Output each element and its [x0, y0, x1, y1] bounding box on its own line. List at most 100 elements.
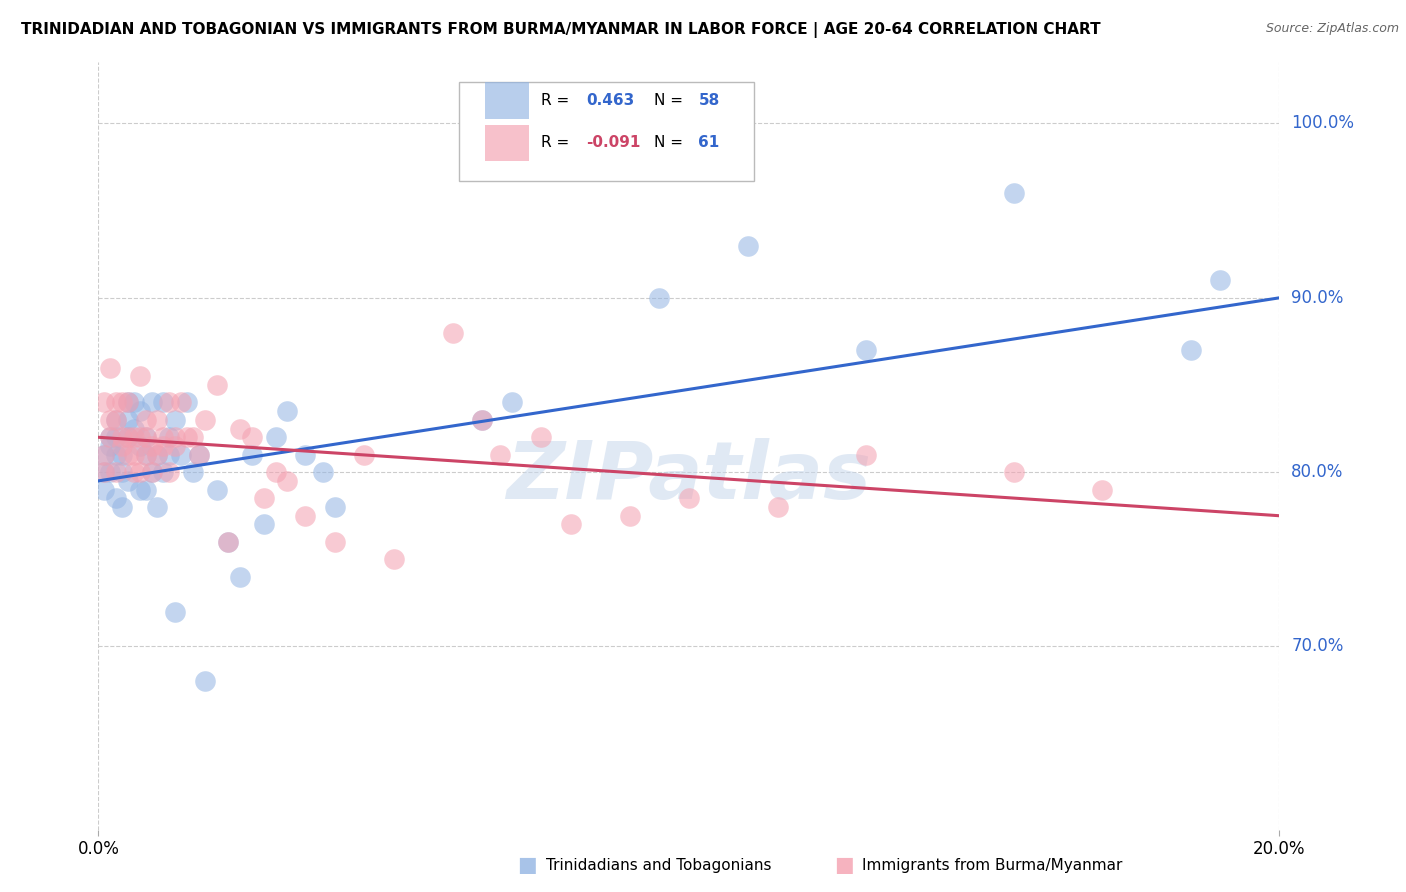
- Point: [152, 439, 174, 453]
- Text: Source: ZipAtlas.com: Source: ZipAtlas.com: [1265, 22, 1399, 36]
- Point: [105, 413, 128, 427]
- Point: [737, 238, 759, 252]
- Point: [264, 465, 287, 479]
- Point: [170, 448, 193, 462]
- Point: [152, 430, 174, 444]
- Text: 0.463: 0.463: [586, 94, 634, 108]
- Point: [560, 517, 582, 532]
- Point: [105, 413, 128, 427]
- Point: [353, 448, 375, 462]
- Point: [128, 439, 150, 453]
- Point: [98, 360, 121, 375]
- Text: 70.0%: 70.0%: [1291, 638, 1344, 656]
- Point: [1209, 273, 1232, 287]
- Text: 90.0%: 90.0%: [1291, 289, 1344, 307]
- Point: [471, 413, 494, 427]
- Point: [229, 421, 252, 435]
- Text: R =: R =: [541, 136, 575, 151]
- Point: [382, 552, 405, 566]
- Point: [146, 413, 169, 427]
- Point: [128, 465, 150, 479]
- Point: [276, 474, 298, 488]
- Point: [146, 448, 169, 462]
- Point: [1180, 343, 1202, 357]
- Point: [165, 413, 187, 427]
- Point: [117, 395, 139, 409]
- Text: 58: 58: [699, 94, 720, 108]
- Text: N =: N =: [654, 136, 688, 151]
- Point: [217, 534, 239, 549]
- Point: [135, 413, 157, 427]
- Text: Trinidadians and Tobagonians: Trinidadians and Tobagonians: [546, 858, 770, 872]
- Point: [93, 465, 115, 479]
- Point: [501, 395, 523, 409]
- Point: [264, 430, 287, 444]
- Point: [240, 448, 263, 462]
- Text: N =: N =: [654, 94, 688, 108]
- Point: [98, 413, 121, 427]
- Point: [530, 430, 553, 444]
- Point: [135, 483, 157, 497]
- Point: [323, 534, 346, 549]
- Point: [135, 430, 157, 444]
- Point: [98, 430, 121, 444]
- Point: [122, 421, 145, 435]
- Point: [766, 500, 789, 514]
- Point: [111, 465, 134, 479]
- Point: [855, 343, 877, 357]
- Point: [105, 448, 128, 462]
- Point: [141, 465, 163, 479]
- Point: [122, 430, 145, 444]
- Point: [117, 474, 139, 488]
- Point: [471, 413, 494, 427]
- Point: [111, 439, 134, 453]
- Point: [111, 500, 134, 514]
- Point: [229, 570, 252, 584]
- Point: [205, 378, 228, 392]
- Point: [217, 534, 239, 549]
- Point: [111, 448, 134, 462]
- Point: [165, 430, 187, 444]
- Point: [128, 404, 150, 418]
- Point: [181, 465, 204, 479]
- Point: [146, 500, 169, 514]
- Point: [105, 465, 128, 479]
- Point: [93, 395, 115, 409]
- Point: [181, 430, 204, 444]
- Text: 80.0%: 80.0%: [1291, 463, 1344, 481]
- FancyBboxPatch shape: [458, 81, 754, 181]
- Point: [1091, 483, 1114, 497]
- Point: [323, 500, 346, 514]
- Point: [157, 448, 180, 462]
- Point: [152, 465, 174, 479]
- Point: [128, 430, 150, 444]
- Point: [489, 448, 512, 462]
- Point: [253, 491, 276, 506]
- Point: [194, 674, 217, 689]
- Point: [678, 491, 700, 506]
- Point: [141, 439, 163, 453]
- Point: [122, 465, 145, 479]
- Point: [135, 430, 157, 444]
- Point: [93, 483, 115, 497]
- Point: [294, 448, 316, 462]
- Point: [187, 448, 209, 462]
- Point: [157, 430, 180, 444]
- Point: [98, 430, 121, 444]
- Point: [117, 448, 139, 462]
- Point: [276, 404, 298, 418]
- Point: [165, 605, 187, 619]
- Point: [619, 508, 641, 523]
- Point: [98, 439, 121, 453]
- FancyBboxPatch shape: [485, 82, 530, 120]
- Point: [187, 448, 209, 462]
- Point: [152, 395, 174, 409]
- Text: 100.0%: 100.0%: [1291, 114, 1354, 132]
- Text: TRINIDADIAN AND TOBAGONIAN VS IMMIGRANTS FROM BURMA/MYANMAR IN LABOR FORCE | AGE: TRINIDADIAN AND TOBAGONIAN VS IMMIGRANTS…: [21, 22, 1101, 38]
- Point: [135, 448, 157, 462]
- Point: [128, 483, 150, 497]
- Point: [176, 430, 198, 444]
- Point: [105, 395, 128, 409]
- Text: 61: 61: [699, 136, 720, 151]
- Point: [157, 465, 180, 479]
